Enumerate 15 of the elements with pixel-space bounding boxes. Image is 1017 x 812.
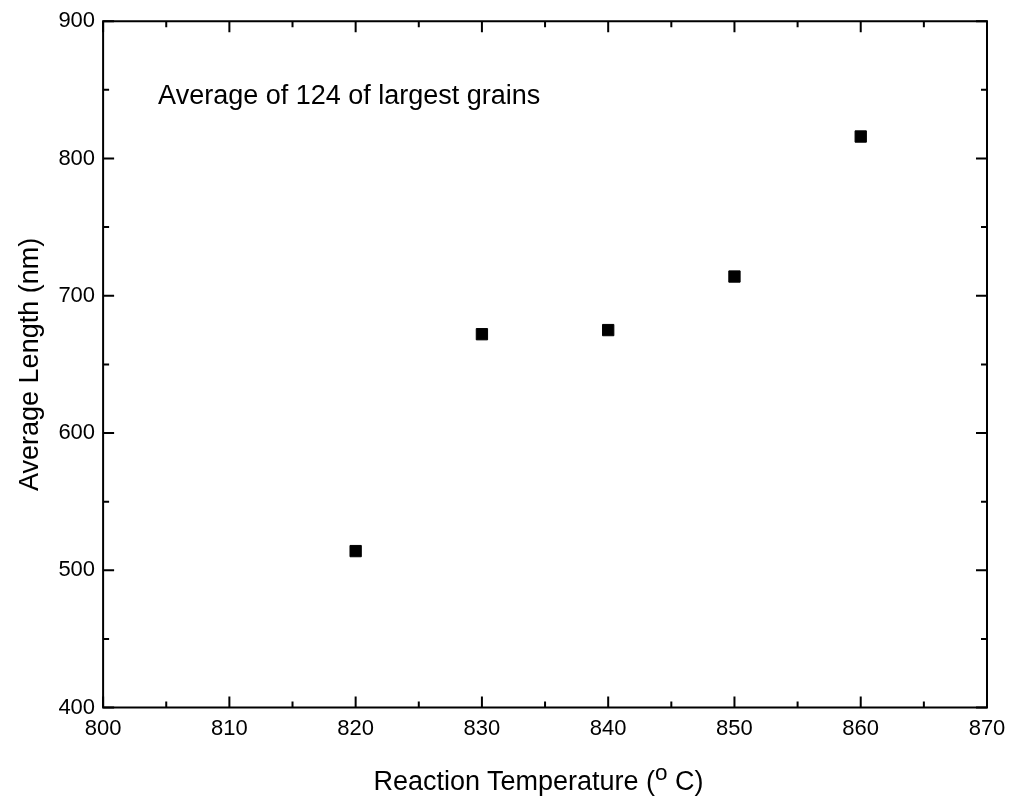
x-tick-label: 840 [589,714,627,740]
y-axis-title: Average Length (nm) [13,237,44,491]
y-tick-label: 500 [58,556,96,582]
y-tick-label: 900 [58,7,96,33]
annotation: Average of 124 of largest grains [158,79,541,110]
x-tick-label: 820 [337,714,375,740]
y-tick-label: 600 [58,419,96,445]
x-tick-label: 870 [968,714,1006,740]
x-tick-label: 860 [842,714,880,740]
x-tick-label: 850 [716,714,753,740]
y-tick-label: 800 [58,144,96,170]
x-axis-title: Reaction Temperature ($^{o}$ C) [372,760,705,797]
x-tick-label: 830 [463,714,501,740]
x-tick-label: 810 [211,714,248,740]
y-tick-label: 700 [58,281,96,307]
